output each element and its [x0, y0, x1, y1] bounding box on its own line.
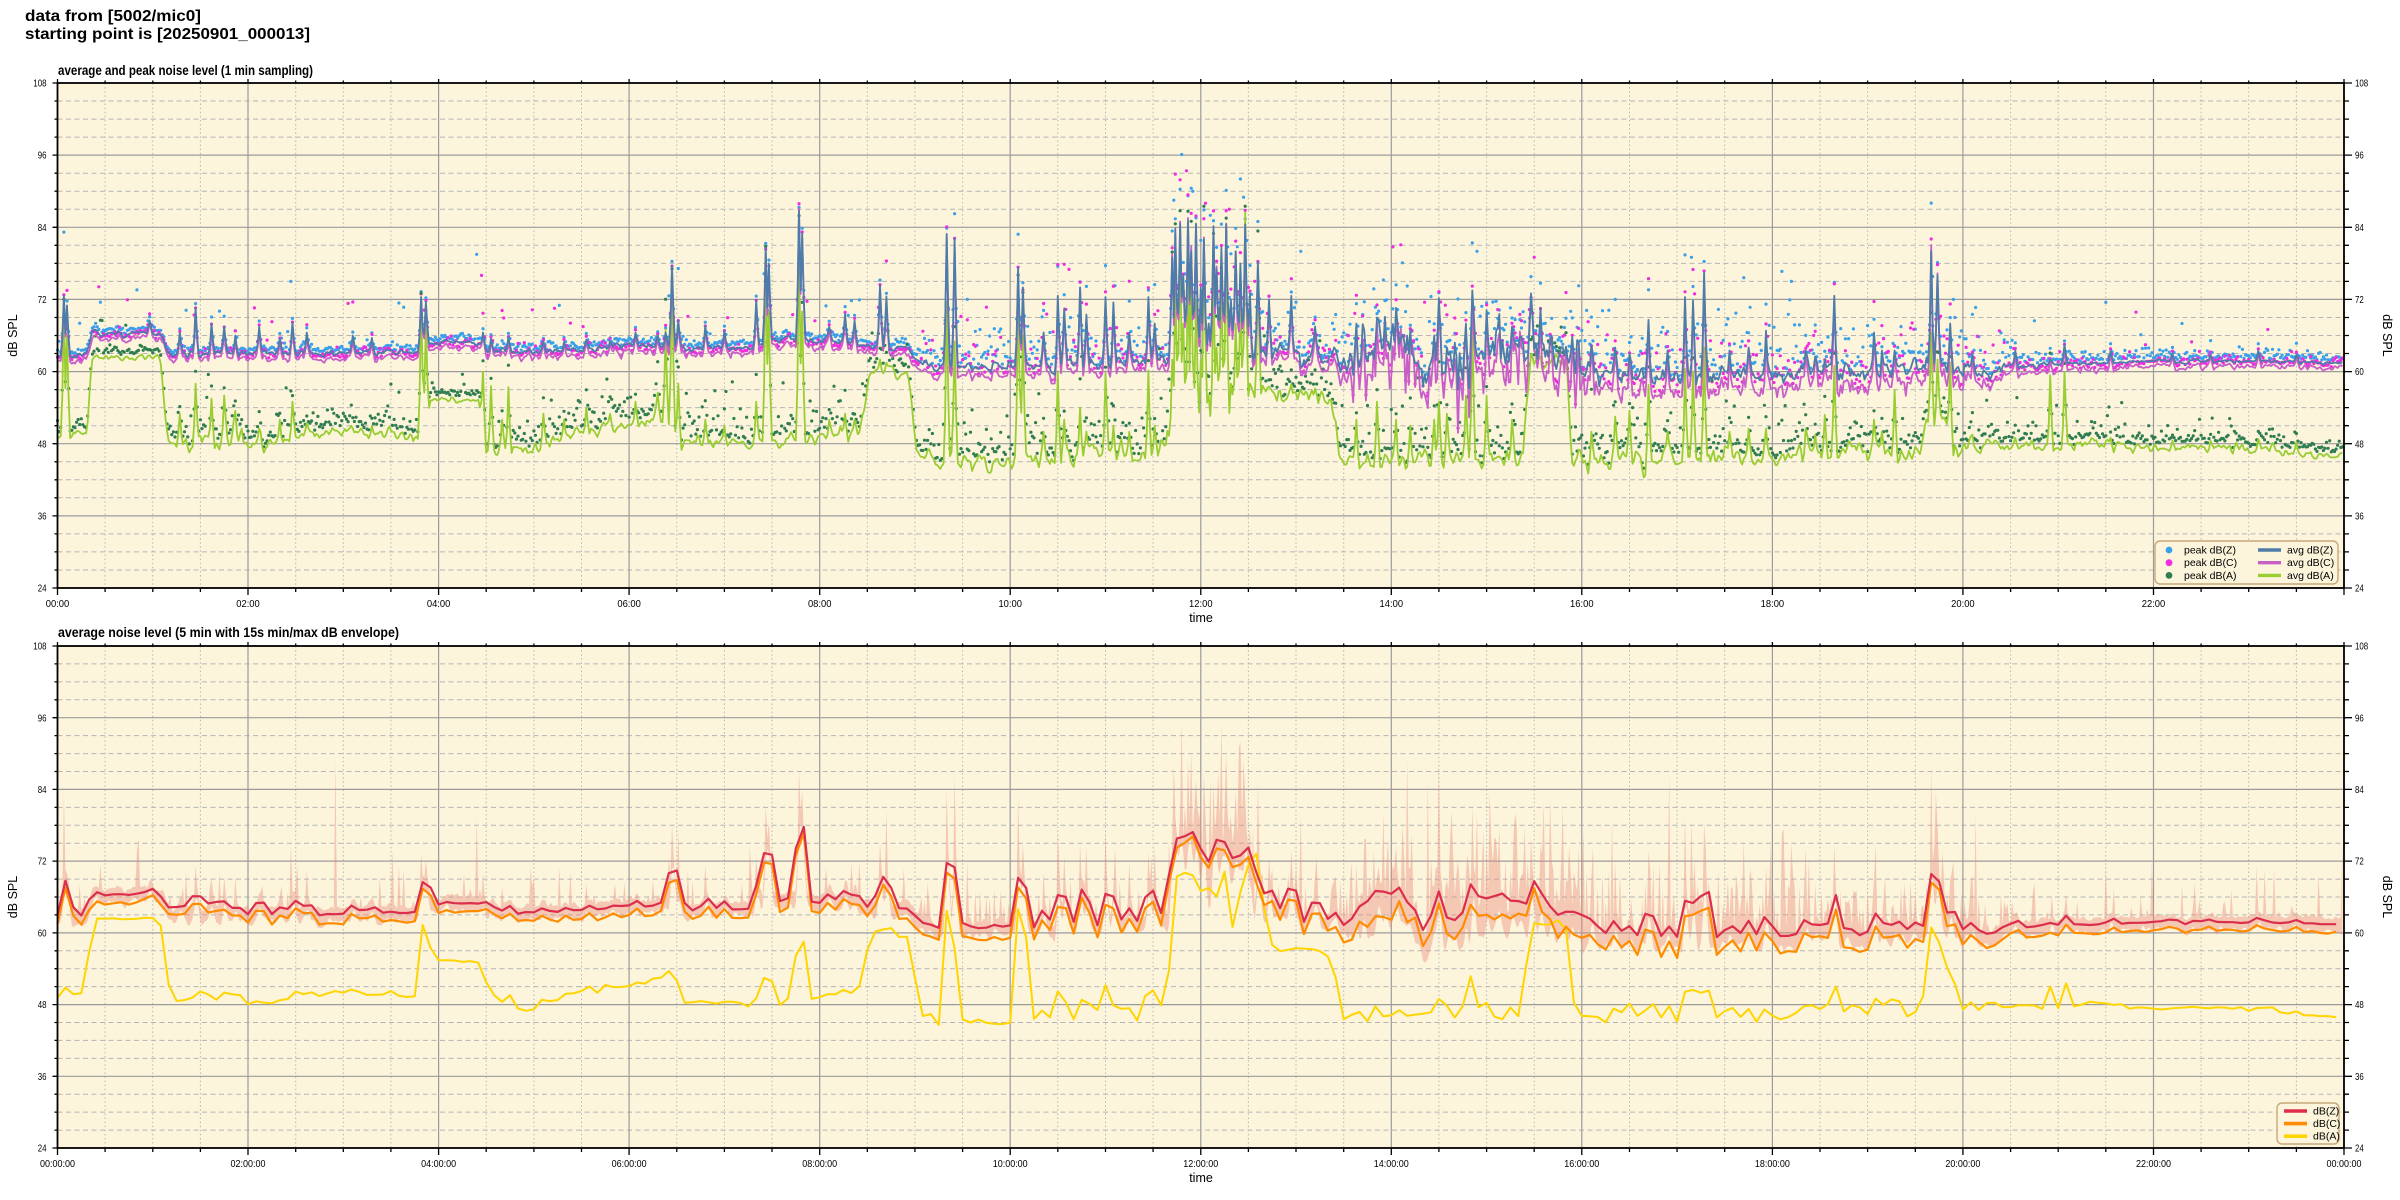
- svg-text:06:00: 06:00: [617, 598, 641, 610]
- svg-text:06:00:00: 06:00:00: [612, 1158, 647, 1170]
- svg-text:96: 96: [38, 712, 47, 724]
- svg-text:108: 108: [33, 78, 46, 90]
- svg-text:96: 96: [2355, 150, 2364, 162]
- svg-text:24: 24: [38, 1143, 47, 1155]
- svg-text:84: 84: [38, 784, 47, 796]
- svg-text:84: 84: [38, 222, 47, 234]
- svg-text:16:00:00: 16:00:00: [1564, 1158, 1599, 1170]
- svg-text:starting point is [20250901_00: starting point is [20250901_000013]: [25, 26, 310, 43]
- svg-text:00:00:00: 00:00:00: [40, 1158, 75, 1170]
- svg-text:12:00:00: 12:00:00: [1183, 1158, 1218, 1170]
- svg-text:time: time: [1189, 1171, 1213, 1185]
- svg-text:72: 72: [2355, 856, 2364, 868]
- svg-text:dB SPL: dB SPL: [6, 314, 20, 356]
- svg-text:02:00: 02:00: [236, 598, 260, 610]
- svg-text:108: 108: [2355, 78, 2368, 90]
- svg-text:avg dB(C): avg dB(C): [2287, 557, 2334, 569]
- svg-text:00:00:00: 00:00:00: [2327, 1158, 2362, 1170]
- svg-text:04:00: 04:00: [427, 598, 451, 610]
- svg-text:data from [5002/mic0]: data from [5002/mic0]: [25, 8, 201, 25]
- svg-text:peak dB(Z): peak dB(Z): [2184, 545, 2236, 557]
- svg-text:60: 60: [38, 928, 47, 940]
- svg-text:04:00:00: 04:00:00: [421, 1158, 456, 1170]
- svg-text:10:00: 10:00: [998, 598, 1022, 610]
- svg-text:dB(C): dB(C): [2313, 1118, 2340, 1130]
- svg-text:16:00: 16:00: [1570, 598, 1594, 610]
- svg-text:02:00:00: 02:00:00: [231, 1158, 266, 1170]
- svg-text:24: 24: [2355, 583, 2364, 595]
- svg-text:36: 36: [2355, 1071, 2364, 1083]
- svg-text:20:00:00: 20:00:00: [1945, 1158, 1980, 1170]
- svg-text:48: 48: [38, 438, 47, 450]
- svg-text:18:00:00: 18:00:00: [1755, 1158, 1790, 1170]
- svg-text:20:00: 20:00: [1951, 598, 1975, 610]
- svg-text:peak dB(C): peak dB(C): [2184, 557, 2237, 569]
- svg-text:60: 60: [2355, 928, 2364, 940]
- svg-text:average and peak noise level (: average and peak noise level (1 min samp…: [58, 63, 313, 78]
- svg-text:72: 72: [2355, 294, 2364, 306]
- svg-text:14:00: 14:00: [1380, 598, 1404, 610]
- svg-text:dB(A): dB(A): [2313, 1131, 2340, 1143]
- svg-text:average noise level (5 min wit: average noise level (5 min with 15s min/…: [58, 625, 399, 640]
- svg-text:08:00:00: 08:00:00: [802, 1158, 837, 1170]
- svg-text:12:00: 12:00: [1189, 598, 1213, 610]
- svg-text:dB SPL: dB SPL: [6, 876, 20, 918]
- svg-text:108: 108: [33, 641, 46, 653]
- svg-text:24: 24: [38, 583, 47, 595]
- svg-text:48: 48: [38, 999, 47, 1011]
- svg-text:22:00:00: 22:00:00: [2136, 1158, 2171, 1170]
- svg-text:36: 36: [38, 511, 47, 523]
- svg-text:dB SPL: dB SPL: [2380, 876, 2394, 918]
- svg-text:14:00:00: 14:00:00: [1374, 1158, 1409, 1170]
- svg-text:time: time: [1189, 611, 1213, 625]
- svg-text:avg dB(A): avg dB(A): [2287, 570, 2334, 582]
- svg-text:60: 60: [2355, 366, 2364, 378]
- svg-text:dB(Z): dB(Z): [2313, 1106, 2339, 1118]
- svg-text:10:00:00: 10:00:00: [993, 1158, 1028, 1170]
- svg-text:00:00: 00:00: [46, 598, 70, 610]
- svg-text:24: 24: [2355, 1143, 2364, 1155]
- svg-text:72: 72: [38, 856, 47, 868]
- svg-text:96: 96: [2355, 712, 2364, 724]
- svg-text:22:00: 22:00: [2142, 598, 2166, 610]
- svg-text:48: 48: [2355, 999, 2364, 1011]
- svg-text:36: 36: [38, 1071, 47, 1083]
- svg-text:84: 84: [2355, 222, 2364, 234]
- svg-text:08:00: 08:00: [808, 598, 832, 610]
- svg-text:60: 60: [38, 366, 47, 378]
- svg-text:72: 72: [38, 294, 47, 306]
- svg-text:84: 84: [2355, 784, 2364, 796]
- svg-text:peak dB(A): peak dB(A): [2184, 570, 2237, 582]
- svg-text:18:00: 18:00: [1761, 598, 1785, 610]
- svg-text:108: 108: [2355, 641, 2368, 653]
- svg-text:dB SPL: dB SPL: [2380, 314, 2394, 356]
- svg-text:36: 36: [2355, 511, 2364, 523]
- svg-text:96: 96: [38, 150, 47, 162]
- svg-text:avg dB(Z): avg dB(Z): [2287, 545, 2333, 557]
- svg-text:48: 48: [2355, 438, 2364, 450]
